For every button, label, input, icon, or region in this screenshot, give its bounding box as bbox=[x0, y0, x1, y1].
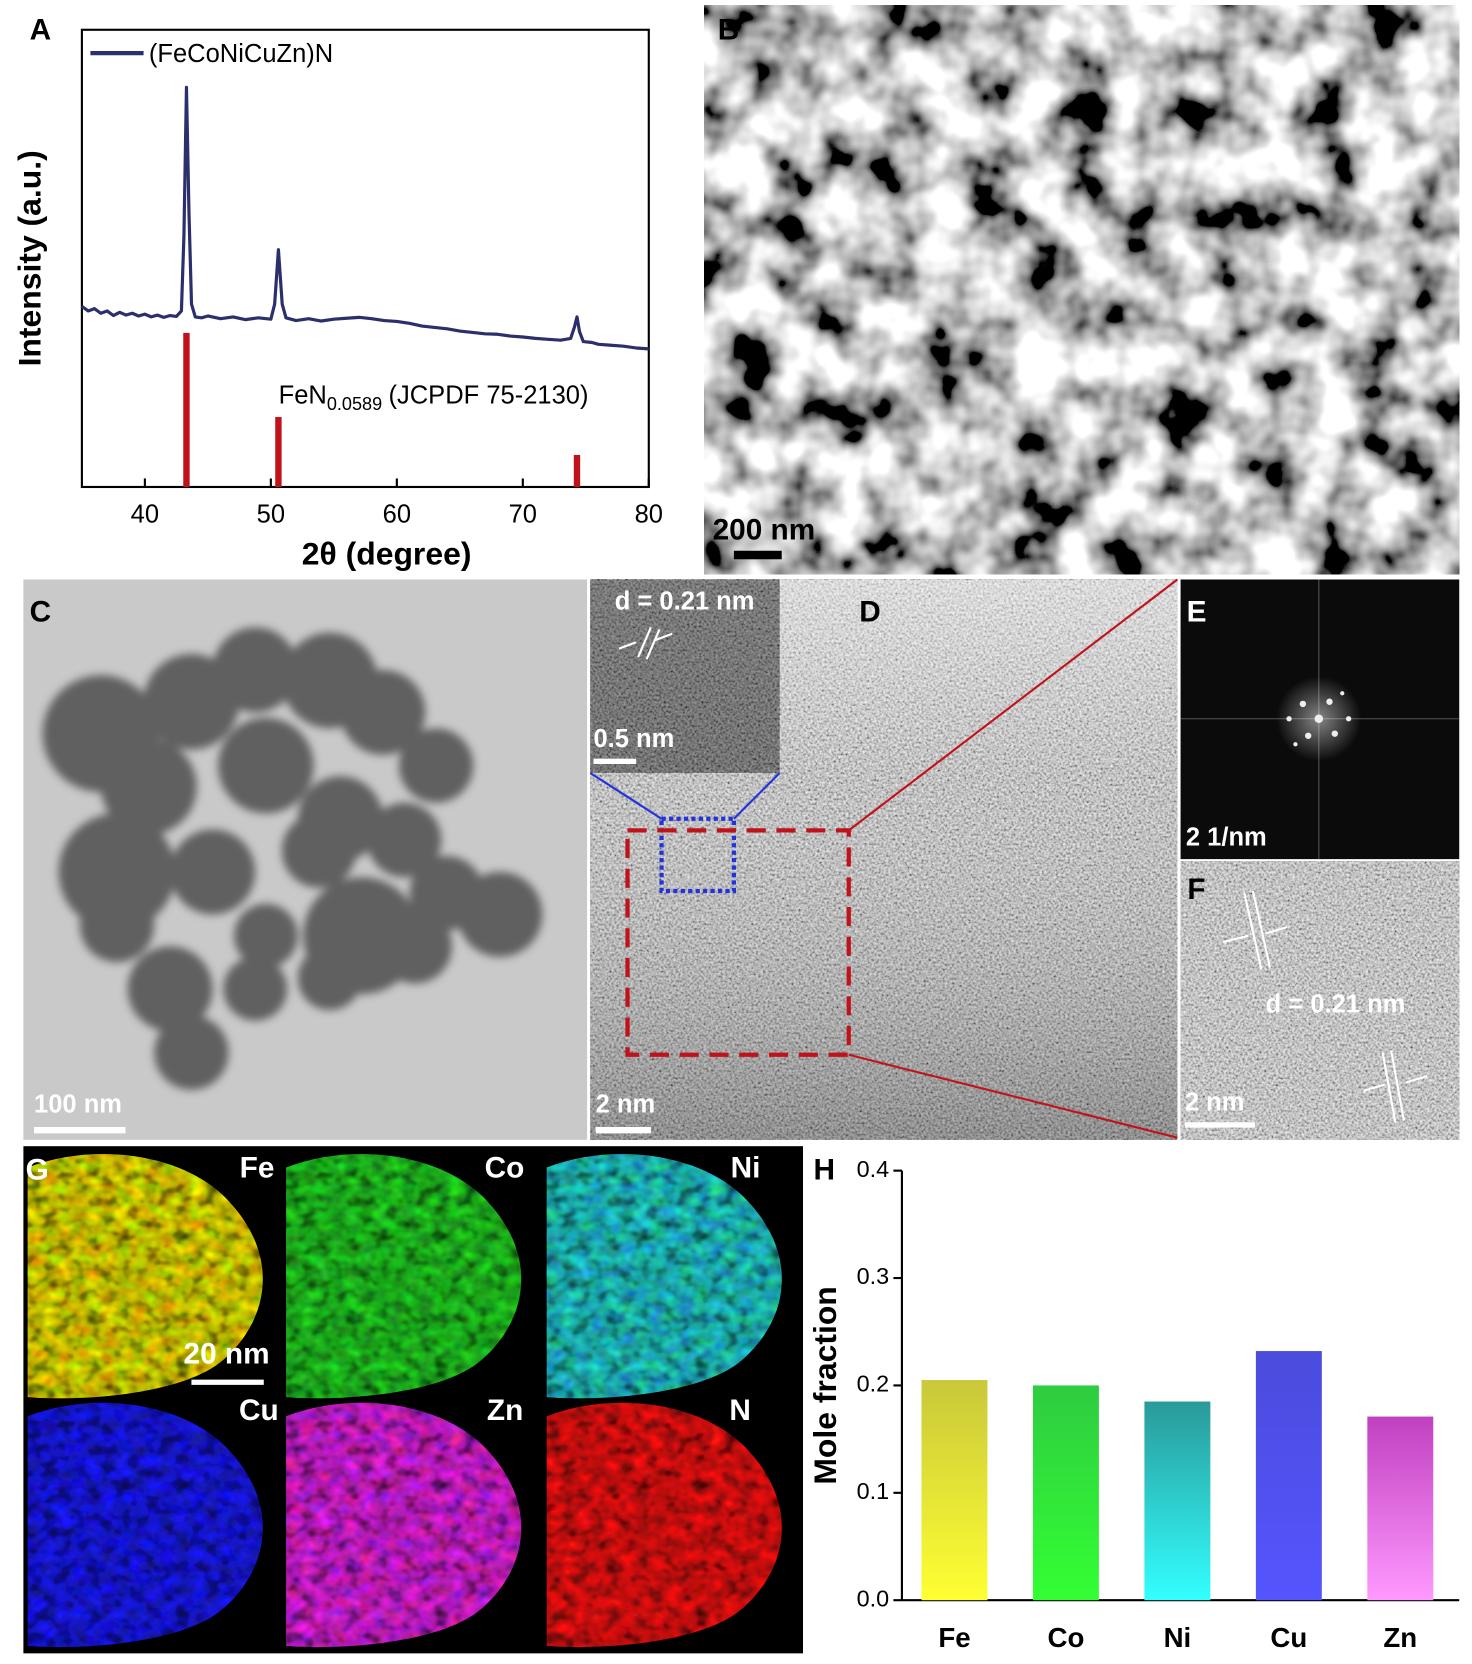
element-label: Ni bbox=[731, 1151, 761, 1184]
particle bbox=[366, 802, 442, 878]
hrtem-inset bbox=[590, 579, 780, 773]
particle bbox=[218, 717, 314, 814]
bar bbox=[1255, 1351, 1322, 1601]
bar bbox=[1367, 1416, 1434, 1601]
x-axis-title: 2θ (degree) bbox=[302, 536, 472, 572]
scale-bar bbox=[733, 550, 782, 560]
panel-label: E bbox=[1187, 595, 1207, 628]
particle bbox=[377, 909, 453, 984]
y-tick-label: 0.4 bbox=[857, 1156, 890, 1182]
panel-label: A bbox=[30, 14, 52, 47]
element-label: Zn bbox=[487, 1394, 523, 1427]
reference-peak bbox=[573, 454, 581, 487]
y-tick-label: 0.3 bbox=[857, 1263, 890, 1289]
x-tick-label: 80 bbox=[635, 500, 663, 528]
y-tick-label: 0.1 bbox=[857, 1478, 890, 1504]
x-tick-label: Co bbox=[1048, 1622, 1085, 1653]
particle bbox=[223, 956, 288, 1021]
y-axis-title: Mole fraction bbox=[807, 1286, 843, 1484]
reference-peak bbox=[183, 332, 190, 487]
y-tick-label: 0.0 bbox=[857, 1585, 890, 1611]
bar bbox=[1144, 1401, 1211, 1601]
lattice-marker bbox=[1222, 890, 1428, 1123]
y-axis-title: Intensity (a.u.) bbox=[11, 150, 47, 366]
panel-labels: A B C D E F G H bbox=[26, 14, 1207, 1187]
inset-region bbox=[659, 816, 736, 894]
bar bbox=[921, 1380, 988, 1601]
particle bbox=[154, 1015, 229, 1090]
zoom-line bbox=[733, 772, 781, 820]
x-tick-label: Fe bbox=[938, 1622, 970, 1653]
reference-subscript: 0.0589 bbox=[327, 394, 382, 414]
element-label: Fe bbox=[240, 1151, 275, 1184]
bar bbox=[1032, 1385, 1099, 1601]
particle bbox=[212, 627, 298, 713]
x-tick-label: 50 bbox=[257, 500, 285, 528]
panel-label: C bbox=[30, 595, 52, 628]
panel-label: D bbox=[859, 595, 881, 628]
element-label: Co bbox=[485, 1151, 525, 1184]
x-tick-label: 60 bbox=[383, 500, 411, 528]
scale-bar-label: 200 nm bbox=[713, 513, 816, 546]
scale-bar-label: 2 nm bbox=[596, 1091, 656, 1119]
tem-image bbox=[23, 579, 588, 1140]
particle bbox=[297, 946, 362, 1011]
x-tick-label: 40 bbox=[131, 500, 159, 528]
particle bbox=[281, 813, 357, 888]
reference-peak bbox=[275, 417, 282, 487]
fft-region bbox=[625, 828, 851, 1057]
element-label: Cu bbox=[239, 1394, 279, 1427]
x-tick-label: 70 bbox=[509, 500, 537, 528]
x-tick-label: Ni bbox=[1164, 1622, 1192, 1653]
particle bbox=[170, 829, 256, 915]
zoom-line bbox=[848, 578, 1179, 832]
reference-name: FeN bbox=[279, 381, 327, 409]
lattice-marker bbox=[618, 626, 673, 660]
particle bbox=[127, 946, 213, 1032]
lattice-spacing: d = 0.21 nm bbox=[1266, 991, 1406, 1019]
lattice-spacing: d = 0.21 nm bbox=[615, 588, 755, 616]
legend-label: (FeCoNiCuZn)N bbox=[149, 40, 333, 68]
particle bbox=[58, 813, 176, 931]
reference-label: FeN0.0589 (JCPDF 75-2130) bbox=[279, 381, 589, 414]
scale-bar-label: 2 nm bbox=[1185, 1088, 1245, 1116]
panel-label: H bbox=[814, 1154, 836, 1187]
particle bbox=[79, 887, 155, 963]
particle bbox=[101, 738, 197, 835]
fft-image bbox=[1180, 579, 1460, 860]
particle bbox=[457, 871, 543, 957]
scale-bar-label: 2 1/nm bbox=[1186, 824, 1267, 852]
scale-bar-label: 100 nm bbox=[34, 1091, 122, 1119]
plot-frame bbox=[80, 28, 650, 489]
xrd-pattern bbox=[80, 85, 649, 351]
scale-bar-label: 20 nm bbox=[184, 1338, 270, 1371]
hrtem-zoom-image bbox=[1180, 861, 1460, 1140]
particle bbox=[340, 669, 426, 755]
particle bbox=[398, 728, 474, 803]
sem-image bbox=[704, 5, 1460, 575]
x-tick-label: Zn bbox=[1383, 1622, 1417, 1653]
panel-label: F bbox=[1187, 873, 1205, 906]
x-tick-label: Cu bbox=[1270, 1622, 1307, 1653]
zoom-line bbox=[848, 1053, 1178, 1139]
element-label: N bbox=[729, 1394, 751, 1427]
particle bbox=[233, 903, 298, 968]
scale-bar-label: 0.5 nm bbox=[593, 725, 674, 753]
panel-label: B bbox=[718, 14, 740, 47]
panel-label: G bbox=[26, 1154, 49, 1187]
hrtem-inset-shade bbox=[590, 579, 780, 773]
zoom-line bbox=[589, 772, 663, 820]
y-tick-label: 0.2 bbox=[857, 1371, 890, 1397]
reference-source: (JCPDF 75-2130) bbox=[389, 381, 589, 409]
eds-maps bbox=[23, 1146, 804, 1654]
